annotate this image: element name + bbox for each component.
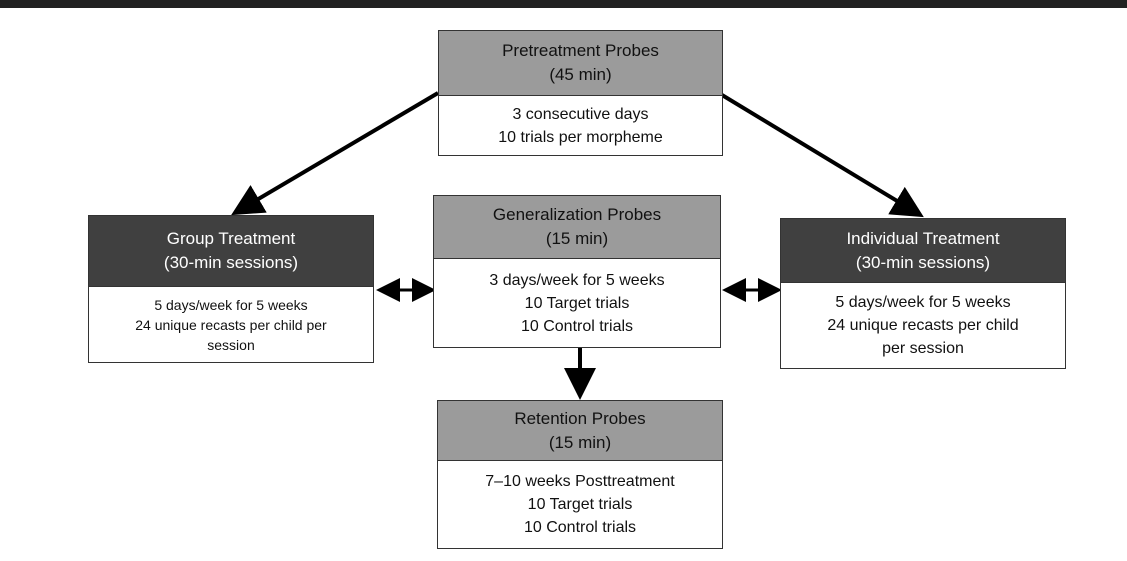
- node-header: Pretreatment Probes (45 min): [439, 31, 722, 96]
- top-bar: [0, 0, 1127, 8]
- node-line: 5 days/week for 5 weeks: [835, 294, 1011, 311]
- node-line: 10 Target trials: [527, 496, 633, 513]
- node-title: Group Treatment: [166, 229, 296, 248]
- node-line: 3 consecutive days: [512, 105, 649, 123]
- node-header: Generalization Probes (15 min): [434, 196, 720, 259]
- node-subtitle: (15 min): [545, 229, 609, 248]
- node-title: Pretreatment Probes: [502, 41, 659, 60]
- node: Group Treatment (30-min sessions) 5 days…: [88, 215, 374, 363]
- node: Retention Probes (15 min) 7–10 weeks Pos…: [437, 400, 723, 549]
- arrow: [231, 91, 440, 216]
- node-header: Retention Probes (15 min): [438, 401, 722, 461]
- arrow: [720, 93, 924, 218]
- node-line: 7–10 weeks Posttreatment: [485, 473, 675, 490]
- node-line: 10 trials per morpheme: [498, 128, 663, 146]
- node: Pretreatment Probes (45 min) 3 consecuti…: [438, 30, 723, 156]
- node-title: Retention Probes: [514, 408, 646, 428]
- node-line: 24 unique recasts per child: [827, 317, 1019, 334]
- node: Individual Treatment (30-min sessions) 5…: [780, 218, 1066, 369]
- node-title: Generalization Probes: [492, 205, 662, 224]
- node-subtitle: (15 min): [548, 432, 612, 452]
- node-header: Individual Treatment (30-min sessions): [781, 219, 1065, 283]
- node-line: 5 days/week for 5 weeks: [154, 296, 308, 313]
- node-line: 10 Target trials: [524, 294, 630, 312]
- node-line: 10 Control trials: [520, 317, 634, 335]
- node-subtitle: (30-min sessions): [855, 252, 991, 272]
- node: Generalization Probes (15 min) 3 days/we…: [433, 195, 721, 348]
- node-body: 3 days/week for 5 weeks 10 Target trials…: [434, 259, 720, 347]
- node-line: per session: [882, 340, 964, 357]
- node-body: 5 days/week for 5 weeks 24 unique recast…: [781, 283, 1065, 368]
- node-title: Individual Treatment: [846, 228, 1000, 248]
- node-subtitle: (45 min): [549, 65, 612, 84]
- node-line: 10 Control trials: [523, 519, 637, 536]
- node-body: 7–10 weeks Posttreatment 10 Target trial…: [438, 461, 722, 548]
- node-line: session: [207, 336, 255, 353]
- node-line: 24 unique recasts per child per: [135, 316, 327, 333]
- node-header: Group Treatment (30-min sessions): [89, 216, 373, 287]
- node-subtitle: (30-min sessions): [163, 253, 299, 272]
- node-body: 3 consecutive days 10 trials per morphem…: [439, 96, 722, 155]
- node-body: 5 days/week for 5 weeks 24 unique recast…: [89, 287, 373, 362]
- node-line: 3 days/week for 5 weeks: [489, 271, 665, 289]
